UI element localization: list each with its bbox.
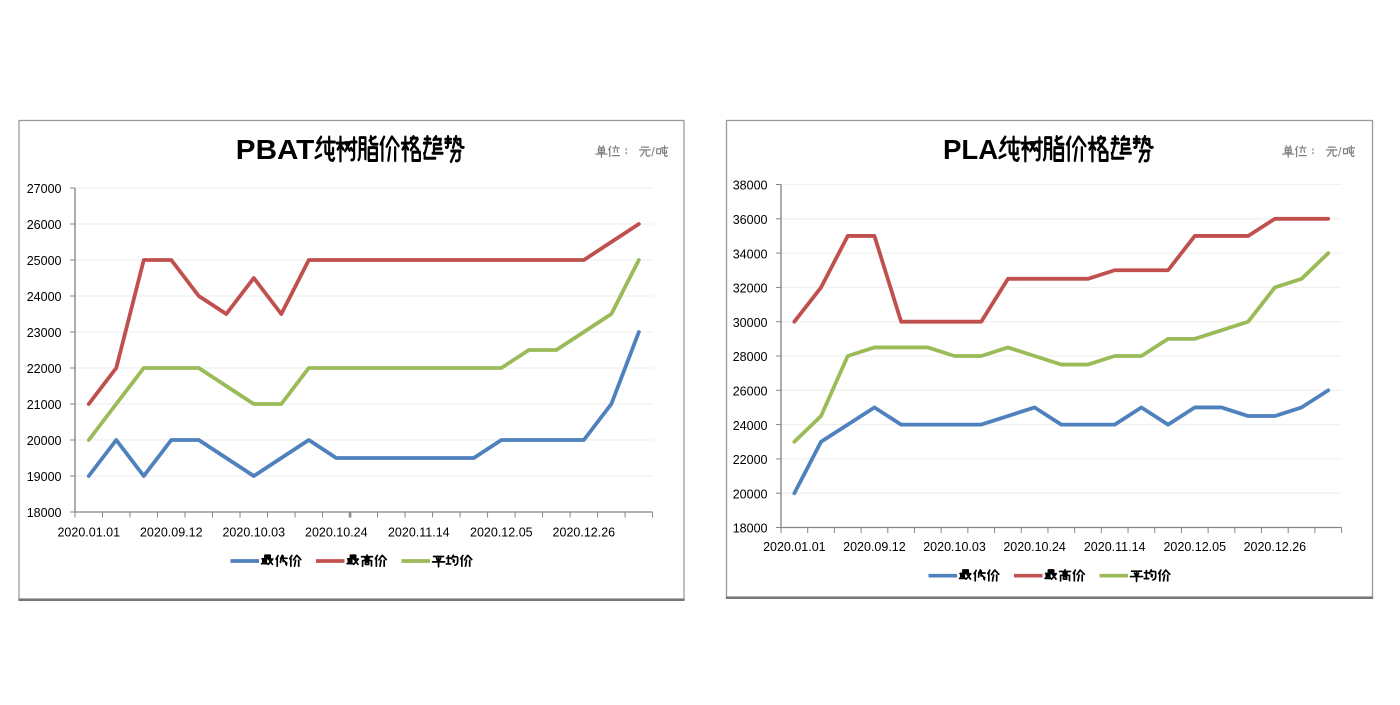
svg-text:2020.12.26: 2020.12.26 xyxy=(553,526,616,540)
svg-text:26000: 26000 xyxy=(27,218,62,232)
svg-text:32000: 32000 xyxy=(733,282,768,296)
svg-text:PBAT: PBAT xyxy=(236,134,315,165)
svg-text:2020.01.01: 2020.01.01 xyxy=(57,526,120,540)
svg-text:38000: 38000 xyxy=(733,179,768,193)
svg-text:2020.10.03: 2020.10.03 xyxy=(222,526,285,540)
svg-text:2020.10.24: 2020.10.24 xyxy=(1003,540,1066,554)
svg-text:30000: 30000 xyxy=(733,316,768,330)
svg-text:2020.09.12: 2020.09.12 xyxy=(140,526,203,540)
svg-text:26000: 26000 xyxy=(733,385,768,399)
svg-text:20000: 20000 xyxy=(733,487,768,501)
svg-text:/: / xyxy=(1338,145,1342,159)
svg-text:36000: 36000 xyxy=(733,213,768,227)
svg-text:2020.10.03: 2020.10.03 xyxy=(923,540,986,554)
svg-text:2020.12.26: 2020.12.26 xyxy=(1244,540,1307,554)
svg-text:20000: 20000 xyxy=(27,434,62,448)
svg-text:18000: 18000 xyxy=(733,522,768,536)
svg-text:22000: 22000 xyxy=(733,453,768,467)
svg-text:18000: 18000 xyxy=(27,506,62,520)
svg-text:28000: 28000 xyxy=(733,350,768,364)
svg-text:2020.11.14: 2020.11.14 xyxy=(388,526,450,540)
svg-text:24000: 24000 xyxy=(27,290,62,304)
svg-text:2020.01.01: 2020.01.01 xyxy=(763,540,826,554)
svg-text:23000: 23000 xyxy=(27,326,62,340)
svg-text:21000: 21000 xyxy=(27,398,62,412)
svg-text:2020.11.14: 2020.11.14 xyxy=(1084,540,1146,554)
svg-text:24000: 24000 xyxy=(733,419,768,433)
svg-text:2020.10.24: 2020.10.24 xyxy=(305,526,368,540)
svg-text:2020.12.05: 2020.12.05 xyxy=(470,526,533,540)
svg-text:25000: 25000 xyxy=(27,254,62,268)
svg-text:22000: 22000 xyxy=(27,362,62,376)
svg-text:PLA: PLA xyxy=(943,134,998,165)
svg-text:19000: 19000 xyxy=(27,470,62,484)
svg-text:/: / xyxy=(651,145,655,159)
svg-text:34000: 34000 xyxy=(733,247,768,261)
svg-text:2020.12.05: 2020.12.05 xyxy=(1163,540,1226,554)
svg-text:27000: 27000 xyxy=(27,182,62,196)
svg-text:2020.09.12: 2020.09.12 xyxy=(843,540,906,554)
